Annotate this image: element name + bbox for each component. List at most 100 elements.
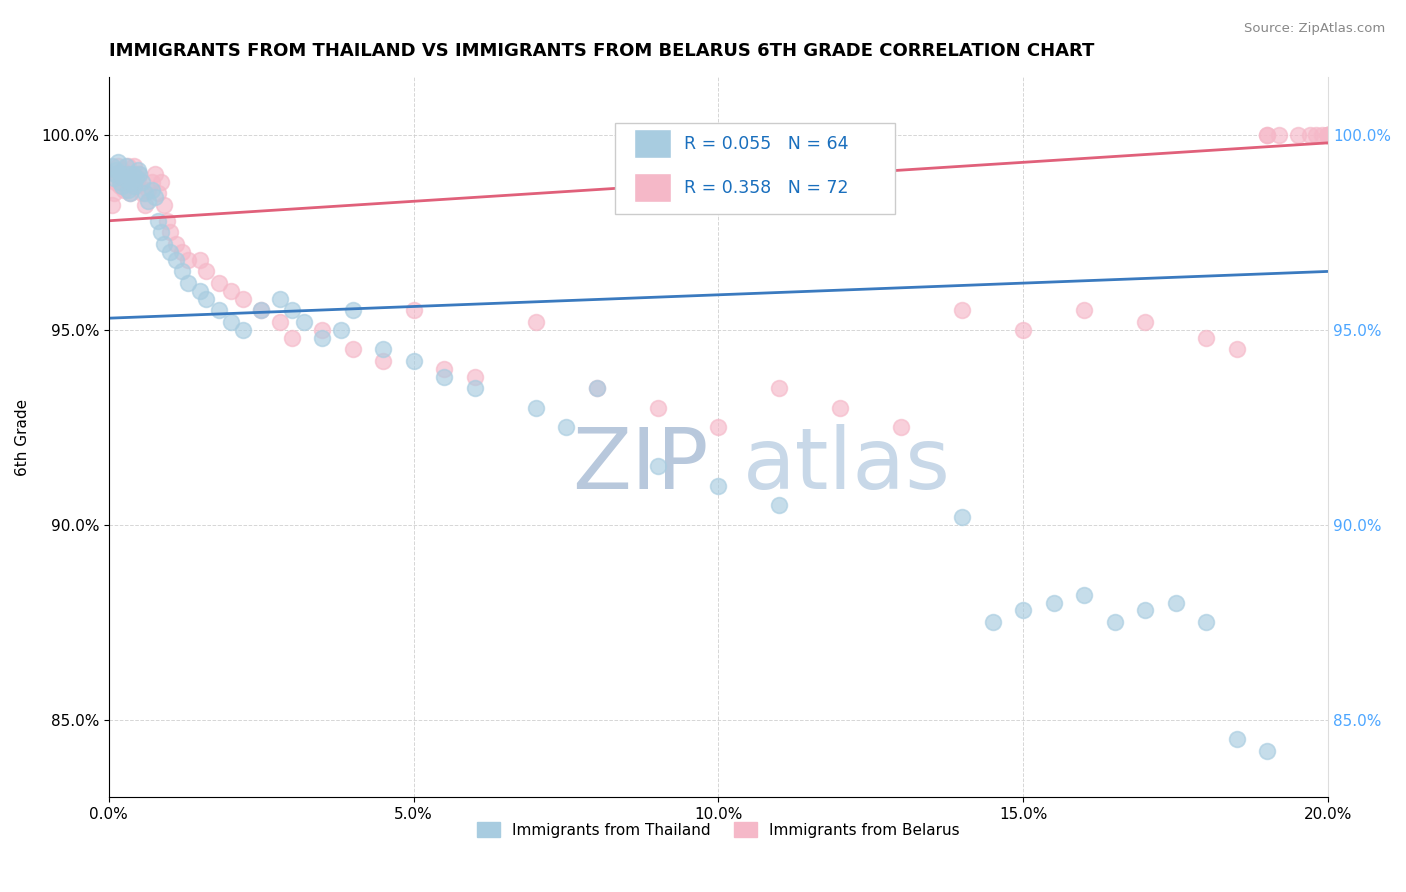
Point (1317, 128, 1340, 142)
Point (1299, 128, 1322, 142)
Point (329, 323, 352, 337)
Text: R = 0.055   N = 64: R = 0.055 N = 64 (685, 135, 849, 153)
Point (159, 226, 181, 240)
Point (121, 175, 143, 189)
Point (647, 401, 669, 415)
Point (128, 167, 150, 181)
Point (152, 237, 174, 252)
Point (402, 303, 425, 318)
Text: R = 0.358   N = 72: R = 0.358 N = 72 (685, 178, 849, 196)
Point (647, 459, 669, 474)
Point (768, 498, 790, 512)
Point (524, 401, 547, 415)
Point (104, 167, 127, 181)
Point (103, 186, 125, 201)
Point (280, 331, 302, 345)
Text: atlas: atlas (742, 425, 950, 508)
Point (156, 213, 179, 227)
Point (1226, 343, 1249, 357)
Point (1012, 323, 1035, 337)
Point (122, 167, 145, 181)
Point (141, 183, 163, 197)
Point (121, 175, 143, 189)
Point (402, 354, 425, 368)
Point (981, 615, 1004, 629)
Point (1317, 128, 1340, 142)
Point (124, 178, 146, 193)
Point (373, 343, 395, 357)
Point (152, 198, 174, 212)
Point (101, 198, 124, 212)
Point (1317, 128, 1340, 142)
Point (120, 186, 142, 201)
Point (143, 190, 166, 204)
Point (1135, 603, 1157, 617)
Point (207, 276, 229, 290)
Point (177, 252, 200, 267)
Point (170, 264, 193, 278)
Point (950, 509, 973, 524)
Point (373, 354, 395, 368)
Point (170, 244, 193, 259)
Y-axis label: 6th Grade: 6th Grade (15, 399, 30, 475)
Point (127, 163, 149, 178)
Point (115, 167, 138, 181)
Point (1256, 128, 1278, 142)
Point (165, 252, 187, 267)
Point (117, 159, 139, 173)
Point (146, 186, 169, 201)
Point (232, 323, 254, 337)
Point (250, 303, 273, 318)
Point (950, 303, 973, 318)
Point (134, 198, 156, 212)
Point (1012, 603, 1035, 617)
Point (112, 170, 135, 185)
Point (101, 159, 124, 173)
Point (1256, 128, 1278, 142)
Text: ZIP: ZIP (572, 425, 709, 508)
Point (250, 303, 273, 318)
Point (311, 331, 333, 345)
Point (1317, 128, 1340, 142)
Point (103, 170, 125, 185)
Point (128, 167, 150, 181)
Legend: Immigrants from Thailand, Immigrants from Belarus: Immigrants from Thailand, Immigrants fro… (471, 815, 966, 844)
Text: Source: ZipAtlas.com: Source: ZipAtlas.com (1244, 22, 1385, 36)
Point (115, 159, 138, 173)
Point (342, 303, 364, 318)
FancyBboxPatch shape (634, 173, 671, 202)
Point (115, 167, 138, 181)
Point (269, 292, 291, 306)
Point (1073, 588, 1095, 602)
Point (165, 237, 187, 252)
Point (110, 170, 132, 185)
Point (125, 178, 148, 193)
Point (311, 323, 333, 337)
Point (111, 163, 134, 178)
Point (707, 479, 730, 493)
Point (524, 315, 547, 329)
Point (110, 167, 132, 181)
Point (207, 303, 229, 318)
Point (108, 178, 131, 193)
Point (1305, 128, 1327, 142)
Point (115, 175, 138, 189)
Point (1317, 128, 1340, 142)
Point (890, 420, 912, 434)
Point (105, 163, 128, 178)
Point (107, 159, 129, 173)
Point (269, 315, 291, 329)
Point (280, 303, 302, 318)
Point (120, 186, 142, 201)
Point (138, 183, 160, 197)
Point (1195, 331, 1218, 345)
Point (159, 244, 181, 259)
Point (555, 420, 578, 434)
FancyBboxPatch shape (634, 129, 671, 158)
Point (1317, 128, 1340, 142)
Point (342, 343, 364, 357)
Point (1226, 731, 1249, 746)
Point (149, 226, 172, 240)
Point (830, 401, 852, 415)
Point (464, 369, 486, 384)
